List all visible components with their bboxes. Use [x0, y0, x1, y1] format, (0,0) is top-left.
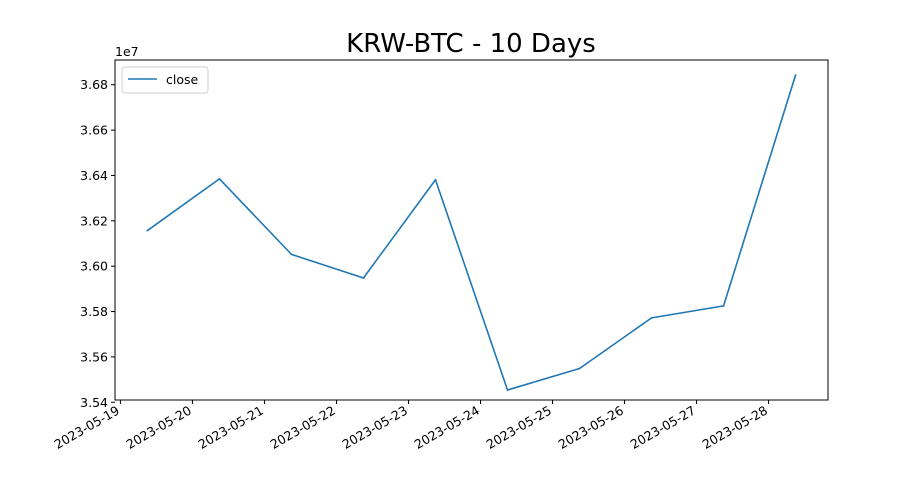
legend-label-close: close — [166, 72, 199, 87]
x-tick-label: 2023-05-23 — [340, 403, 410, 452]
y-tick-label: 3.66 — [80, 123, 108, 138]
x-tick-label: 2023-05-24 — [412, 403, 482, 452]
chart-title: KRW-BTC - 10 Days — [346, 29, 596, 59]
data-point — [146, 229, 149, 232]
axes-frame — [114, 59, 829, 401]
y-tick-label: 3.62 — [80, 213, 108, 228]
y-axis: 3.54 3.56 3.58 3.60 3.62 3.64 3.66 3.68 — [80, 77, 115, 410]
legend-box — [121, 66, 209, 94]
series-layer — [146, 74, 797, 391]
x-tick-label: 2023-05-20 — [123, 403, 193, 452]
data-point — [650, 316, 653, 319]
x-tick-label: 2023-05-26 — [556, 403, 626, 452]
x-tick-label: 2023-05-28 — [700, 403, 770, 452]
data-point — [434, 178, 437, 181]
data-point — [362, 277, 365, 279]
y-tick-label: 3.58 — [80, 304, 108, 319]
data-point — [722, 304, 725, 307]
y-tick-label: 3.68 — [80, 77, 108, 92]
data-point — [290, 253, 293, 256]
data-point — [506, 389, 509, 391]
x-tick-label: 2023-05-21 — [196, 403, 266, 452]
data-point — [578, 367, 581, 370]
x-axis: 2023-05-19 2023-05-20 2023-05-21 2023-05-22… — [51, 400, 770, 452]
y-tick-label: 3.54 — [80, 395, 108, 410]
y-axis-offset-label: 1e7 — [115, 44, 139, 59]
y-tick-label: 3.64 — [80, 168, 108, 183]
data-point — [794, 74, 797, 76]
y-tick-label: 3.56 — [80, 349, 108, 364]
x-tick-label: 2023-05-19 — [51, 403, 121, 452]
data-point — [218, 177, 221, 180]
x-tick-label: 2023-05-27 — [628, 403, 698, 452]
y-tick-label: 3.60 — [80, 259, 108, 274]
x-tick-label: 2023-05-25 — [484, 403, 554, 452]
series-line-close — [146, 74, 797, 391]
x-tick-label: 2023-05-22 — [268, 403, 338, 452]
legend: close — [121, 66, 209, 94]
